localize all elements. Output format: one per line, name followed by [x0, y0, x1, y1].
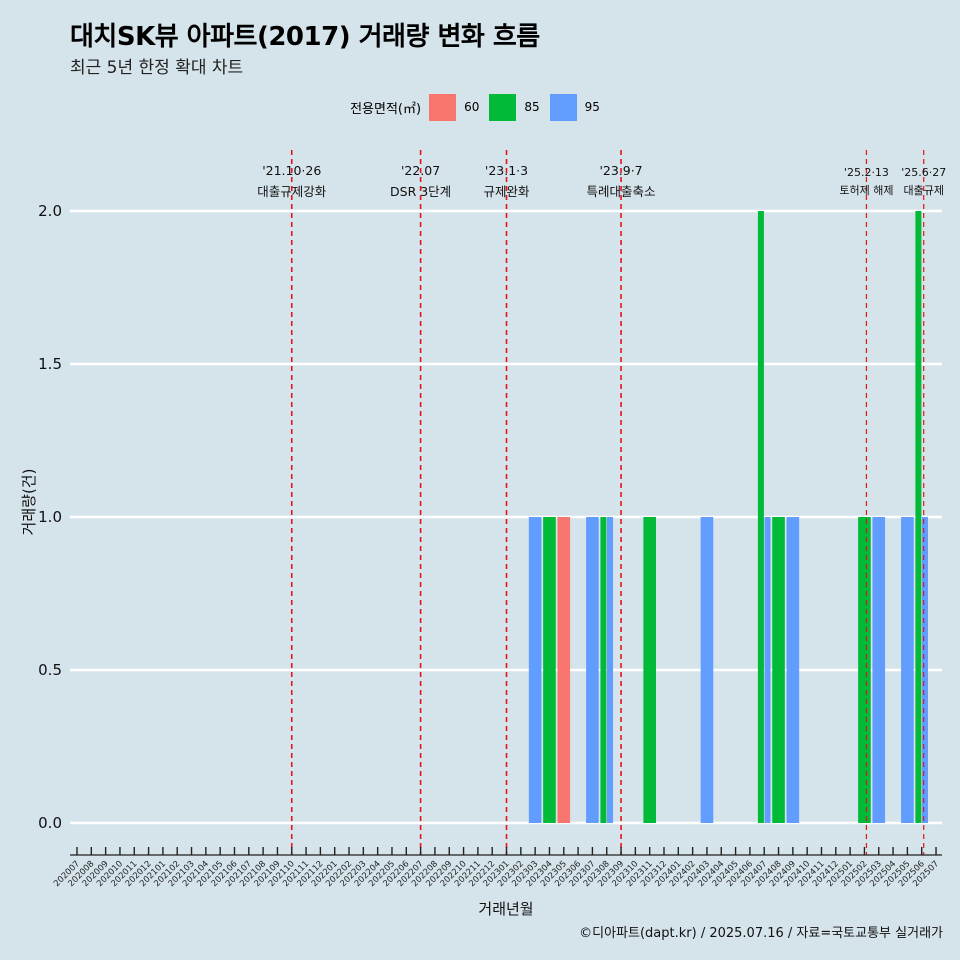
- bar-95-202407: [764, 517, 771, 823]
- legend-title: 전용면적(㎡): [350, 101, 422, 117]
- event-date-label: '23.9·7: [599, 163, 642, 178]
- bar-85-202407: [757, 211, 764, 823]
- bar-95-202503: [872, 517, 886, 823]
- bar-95-202409: [786, 517, 800, 823]
- event-date-label: '23.1·3: [485, 163, 528, 178]
- bar-85-202408: [772, 517, 785, 823]
- legend-label-85: 85: [524, 100, 540, 114]
- event-date-label: '25.6·27: [901, 166, 946, 179]
- y-tick-label: 1.5: [38, 355, 62, 373]
- bar-85-202308: [600, 517, 607, 823]
- event-date-label: '22.07: [401, 163, 440, 178]
- event-date-label: '25.2·13: [844, 166, 889, 179]
- bar-95-202307: [586, 517, 599, 823]
- legend: 전용면적(㎡) 60 85 95: [0, 93, 960, 121]
- legend-swatch-85: [489, 93, 517, 121]
- bar-95-202403: [700, 517, 714, 823]
- y-tick-label: 2.0: [38, 202, 62, 220]
- y-tick-label: 1.0: [38, 508, 62, 526]
- chart-title: 대치SK뷰 아파트(2017) 거래량 변화 흐름: [70, 22, 540, 52]
- legend-label-95: 95: [584, 100, 600, 114]
- y-tick-label: 0.5: [38, 661, 62, 679]
- event-name-label: 특례대출축소: [587, 184, 656, 199]
- event-name-label: 규제완화: [484, 184, 531, 199]
- bar-95-202308: [607, 517, 614, 823]
- bar-85-202502: [858, 517, 871, 823]
- bar-85-202311: [643, 517, 656, 823]
- legend-item-60: 60: [429, 93, 480, 121]
- source-caption: ©디아파트(dapt.kr) / 2025.07.16 / 자료=국토교통부 실…: [579, 926, 943, 941]
- bar-85-202304: [543, 517, 556, 823]
- legend-item-85: 85: [489, 93, 540, 121]
- event-date-label: '21.10·26: [262, 163, 321, 178]
- x-axis-title: 거래년월: [478, 900, 533, 918]
- bar-95-202303: [528, 517, 542, 823]
- legend-swatch-95: [549, 93, 577, 121]
- bar-95-202506: [922, 517, 929, 823]
- event-name-label: 토허제 해제: [839, 183, 893, 197]
- legend-item-95: 95: [549, 93, 600, 121]
- y-axis-title: 거래량(건): [20, 469, 38, 536]
- legend-label-60: 60: [464, 100, 480, 114]
- legend-swatch-60: [429, 93, 457, 121]
- chart-subtitle: 최근 5년 한정 확대 차트: [70, 58, 244, 78]
- event-name-label: 대출규제강화: [257, 184, 327, 199]
- y-tick-label: 0.0: [38, 814, 62, 832]
- event-name-label: 대출규제: [903, 184, 943, 197]
- bar-95-202505: [901, 517, 914, 823]
- bar-85-202506: [915, 211, 922, 823]
- event-name-label: DSR 3단계: [390, 184, 451, 199]
- bar-60-202305: [557, 517, 571, 823]
